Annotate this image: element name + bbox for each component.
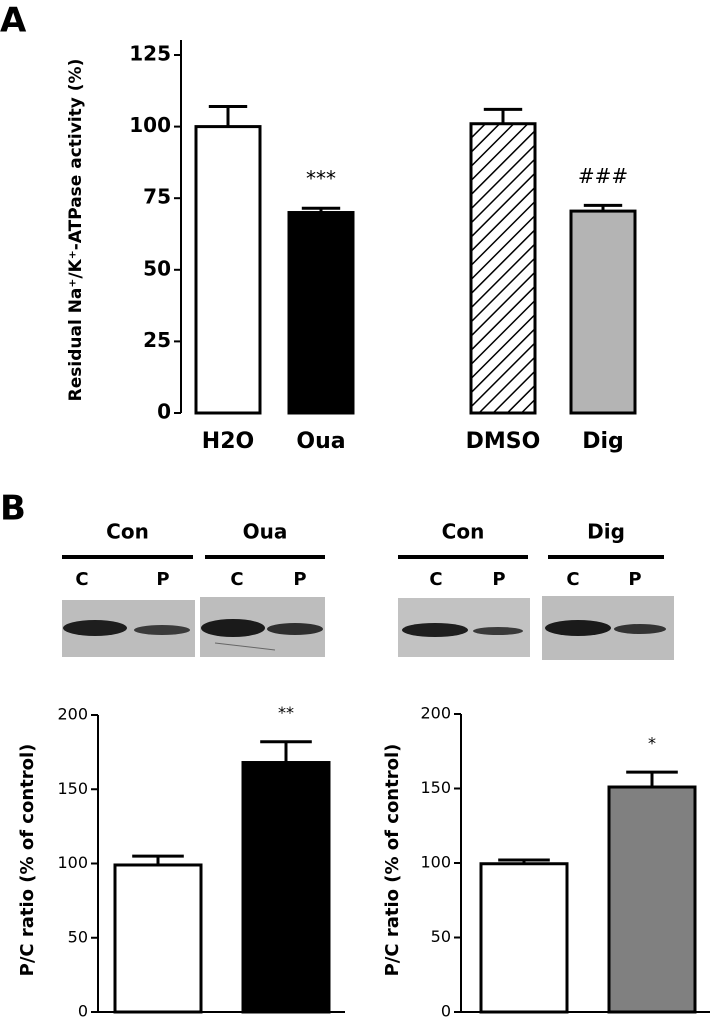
significance-label: * (648, 734, 656, 753)
y-tick-label: 0 (157, 400, 171, 424)
y-tick-label: 200 (57, 705, 88, 724)
bar (287, 211, 355, 415)
y-tick-label: 50 (431, 927, 451, 946)
bar (569, 209, 637, 415)
y-tick-label: 150 (420, 778, 451, 797)
y-tick-label: 75 (143, 185, 171, 209)
y-tick-label: 200 (420, 704, 451, 723)
lane-label: C (429, 569, 442, 590)
y-tick-label: 50 (143, 256, 171, 280)
significance-label: *** (306, 167, 336, 191)
bar (479, 862, 569, 1014)
significance-label: ### (578, 164, 628, 188)
x-tick-label: Oua (296, 429, 345, 454)
x-tick-label: H2O (202, 429, 254, 454)
lane-label: P (628, 569, 641, 590)
blot-images (62, 596, 674, 660)
y-tick-label: 0 (78, 1002, 88, 1020)
y-tick-label: 150 (57, 779, 88, 798)
bar (469, 122, 537, 415)
panel-label: A (0, 1, 27, 41)
bar (113, 863, 203, 1014)
y-tick-label: 100 (420, 853, 451, 872)
y-axis-label: P/C ratio (% of control) (17, 744, 38, 977)
x-tick-label: DMSO (466, 429, 541, 454)
y-tick-label: 100 (129, 113, 171, 137)
blot-group-label: Oua (243, 520, 288, 544)
blot-group-label: Con (106, 520, 149, 544)
lane-label: C (230, 569, 243, 590)
lane-label: P (492, 569, 505, 590)
y-tick-label: 0 (441, 1002, 451, 1020)
lane-label: C (75, 569, 88, 590)
bar (194, 125, 262, 415)
y-tick-label: 125 (129, 42, 171, 66)
x-tick-label: Dig (582, 429, 624, 454)
bar (607, 785, 697, 1014)
lane-label: C (566, 569, 579, 590)
panel-label: B (0, 489, 26, 529)
y-tick-label: 25 (143, 328, 171, 352)
bar (241, 761, 331, 1014)
significance-label: ** (278, 703, 294, 722)
blot-group-label: Dig (587, 520, 625, 544)
lane-label: P (156, 569, 169, 590)
y-tick-label: 50 (68, 927, 88, 946)
y-tick-label: 100 (57, 853, 88, 872)
blot-group-label: Con (442, 520, 485, 544)
y-axis-label: Residual Na⁺/K⁺-ATPase activity (%) (66, 59, 86, 402)
lane-label: P (293, 569, 306, 590)
y-axis-label: P/C ratio (% of control) (382, 744, 403, 977)
